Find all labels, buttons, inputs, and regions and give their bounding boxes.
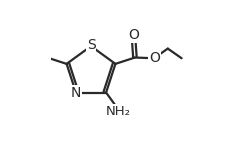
Text: O: O [149,51,160,65]
Text: N: N [70,86,81,100]
Text: O: O [128,28,139,42]
Text: NH₂: NH₂ [106,105,130,118]
Text: S: S [87,38,95,52]
